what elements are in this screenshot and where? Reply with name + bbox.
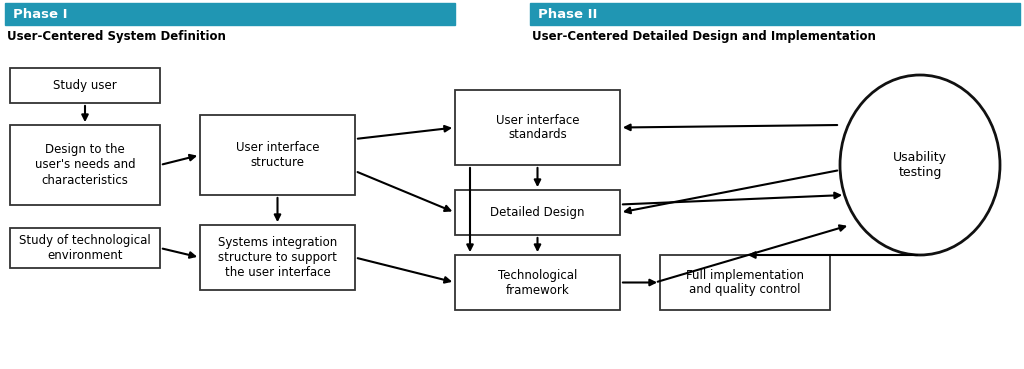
Text: Design to the
user's needs and
characteristics: Design to the user's needs and character… — [35, 144, 135, 186]
Text: Study user: Study user — [53, 79, 117, 92]
Bar — [455, 255, 620, 310]
Bar — [455, 190, 620, 235]
Bar — [10, 228, 160, 268]
Text: Detailed Design: Detailed Design — [490, 206, 585, 219]
Bar — [660, 255, 830, 310]
Bar — [530, 3, 1020, 25]
Text: Systems integration
structure to support
the user interface: Systems integration structure to support… — [218, 236, 337, 279]
Text: Technological
framework: Technological framework — [498, 269, 578, 297]
Text: User-Centered Detailed Design and Implementation: User-Centered Detailed Design and Implem… — [532, 30, 876, 43]
Bar — [10, 125, 160, 205]
Text: Phase II: Phase II — [538, 7, 597, 21]
Bar — [200, 115, 355, 195]
Bar — [200, 225, 355, 290]
Text: Phase I: Phase I — [13, 7, 68, 21]
Text: User interface
standards: User interface standards — [496, 114, 580, 141]
Text: User-Centered System Definition: User-Centered System Definition — [7, 30, 226, 43]
Text: Usability
testing: Usability testing — [893, 151, 947, 179]
Text: User interface
structure: User interface structure — [236, 141, 319, 169]
Ellipse shape — [840, 75, 1000, 255]
Text: Study of technological
environment: Study of technological environment — [19, 234, 151, 262]
Text: Full implementation
and quality control: Full implementation and quality control — [686, 269, 804, 297]
Bar — [5, 3, 455, 25]
Bar — [10, 68, 160, 103]
Bar — [455, 90, 620, 165]
